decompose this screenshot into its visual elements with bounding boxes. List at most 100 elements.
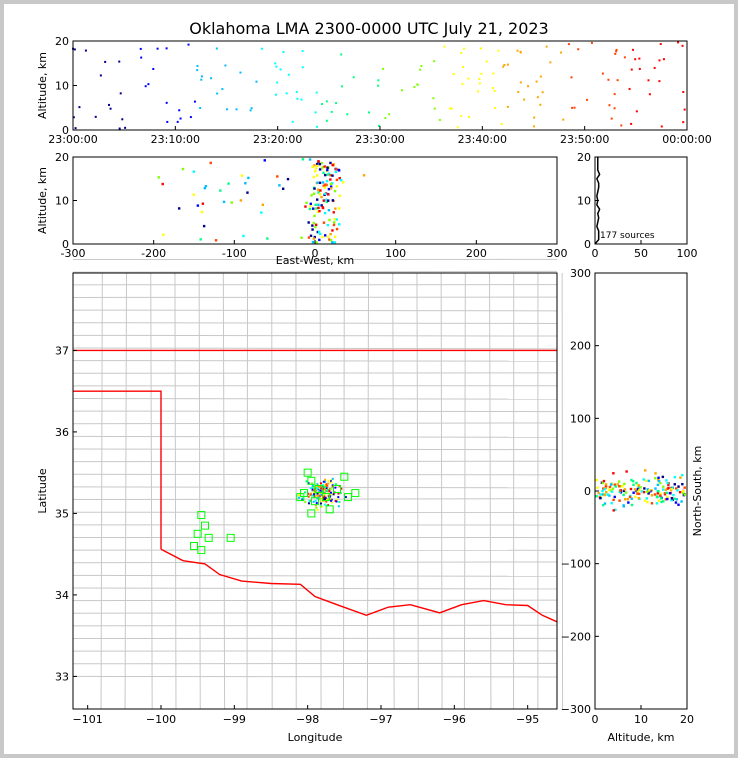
eastwest-altitude-point	[181, 167, 185, 171]
northsouth-altitude-point	[650, 489, 653, 492]
time-altitude-point	[73, 48, 76, 51]
source-point	[307, 502, 310, 505]
northsouth-altitude-point	[656, 483, 660, 487]
county-line	[72, 435, 558, 438]
altitude-tick-label: 0	[62, 124, 69, 137]
eastwest-tick-label: 0	[312, 247, 319, 260]
eastwest-altitude-point	[320, 195, 323, 199]
eastwest-altitude-point	[260, 211, 263, 214]
northsouth-altitude-point	[629, 487, 633, 491]
source-point	[327, 494, 330, 497]
source-point	[309, 487, 312, 490]
northsouth-altitude-point	[673, 475, 677, 479]
eastwest-altitude-point	[222, 200, 226, 204]
eastwest-tick-label: -200	[141, 247, 166, 260]
northsouth-altitude-point	[683, 486, 686, 489]
time-altitude-point	[420, 65, 423, 68]
county-line	[416, 272, 419, 710]
time-altitude-point	[325, 119, 328, 122]
time-altitude-point	[285, 92, 288, 95]
source-point	[319, 502, 322, 505]
source-point	[325, 487, 328, 490]
eastwest-altitude-point	[332, 211, 335, 214]
source-point	[338, 485, 341, 488]
eastwest-altitude-point	[199, 238, 202, 241]
source-point	[331, 484, 334, 487]
eastwest-altitude-point	[305, 201, 308, 205]
northsouth-altitude-point	[681, 473, 684, 477]
source-point	[305, 480, 308, 483]
time-altitude-point	[478, 82, 481, 85]
source-point	[307, 482, 310, 485]
source-point	[337, 496, 340, 499]
northsouth-altitude-point	[643, 499, 647, 502]
time-altitude-point	[648, 93, 651, 96]
time-altitude-point	[662, 58, 665, 61]
eastwest-altitude-point	[311, 207, 315, 210]
northsouth-altitude-point	[627, 501, 630, 504]
source-point	[327, 482, 330, 485]
time-altitude-point	[301, 50, 304, 53]
time-altitude-point	[382, 67, 385, 70]
northsouth-altitude-point	[667, 486, 670, 490]
eastwest-altitude-point	[244, 182, 247, 185]
eastwest-altitude-point	[242, 234, 245, 238]
northsouth-altitude-point	[642, 478, 645, 481]
northsouth-altitude-point	[663, 492, 667, 495]
northsouth-altitude-point	[642, 490, 646, 494]
eastwest-altitude-point	[309, 204, 312, 208]
eastwest-altitude-point	[313, 187, 316, 190]
eastwest-altitude-point	[324, 198, 328, 202]
time-altitude-point	[628, 87, 631, 90]
source-point	[330, 498, 333, 501]
eastwest-altitude-point	[329, 161, 332, 165]
eastwest-altitude-point	[196, 204, 200, 207]
eastwest-altitude-point	[323, 165, 326, 168]
time-altitude-point	[460, 115, 463, 118]
altitude-tick-label: 0	[592, 713, 599, 726]
source-point	[322, 480, 325, 483]
eastwest-altitude-point	[314, 223, 318, 226]
eastwest-altitude-point	[317, 191, 320, 194]
figure-frame: Oklahoma LMA 2300-0000 UTC July 21, 2023…	[4, 4, 734, 754]
northsouth-panel-ylabel: North-South, km	[691, 446, 704, 537]
northsouth-altitude-point	[643, 487, 646, 490]
county-line	[72, 270, 558, 273]
northsouth-altitude-point	[603, 493, 606, 497]
altitude-tick-label: 20	[577, 151, 591, 164]
northsouth-altitude-point	[662, 485, 665, 488]
time-altitude-point	[176, 120, 179, 123]
time-altitude-point	[274, 93, 277, 96]
northsouth-tick-label: 0	[584, 485, 591, 498]
time-altitude-point	[178, 109, 181, 112]
eastwest-altitude-point	[328, 238, 331, 241]
eastwest-altitude-point	[326, 168, 329, 172]
northsouth-altitude-point	[659, 492, 662, 495]
eastwest-tick-label: 100	[385, 247, 406, 260]
northsouth-altitude-point	[670, 487, 673, 491]
eastwest-altitude-point	[322, 199, 326, 202]
northsouth-altitude-point	[639, 486, 642, 489]
source-point	[316, 483, 319, 486]
lma-figure: Oklahoma LMA 2300-0000 UTC July 21, 2023…	[36, 19, 712, 744]
time-altitude-point	[460, 51, 463, 54]
time-altitude-point	[118, 127, 121, 130]
northsouth-altitude-point	[621, 485, 624, 488]
time-altitude-point	[199, 106, 202, 109]
plan-view-axes	[72, 272, 558, 710]
eastwest-altitude-point	[322, 184, 325, 187]
time-tick-label: 23:30:00	[355, 133, 404, 146]
northsouth-altitude-point	[644, 479, 648, 482]
eastwest-altitude-point	[308, 207, 312, 211]
longitude-tick-label: −96	[443, 713, 466, 726]
county-line	[72, 574, 558, 577]
time-altitude-point	[210, 77, 213, 80]
northsouth-altitude-point	[650, 494, 654, 497]
time-altitude-point	[452, 73, 455, 76]
source-point	[314, 494, 317, 497]
lma-station-marker	[193, 529, 202, 538]
eastwest-altitude-point	[308, 158, 312, 161]
source-point	[298, 496, 301, 499]
northsouth-altitude-point	[622, 489, 626, 493]
northsouth-altitude-point	[664, 488, 668, 491]
